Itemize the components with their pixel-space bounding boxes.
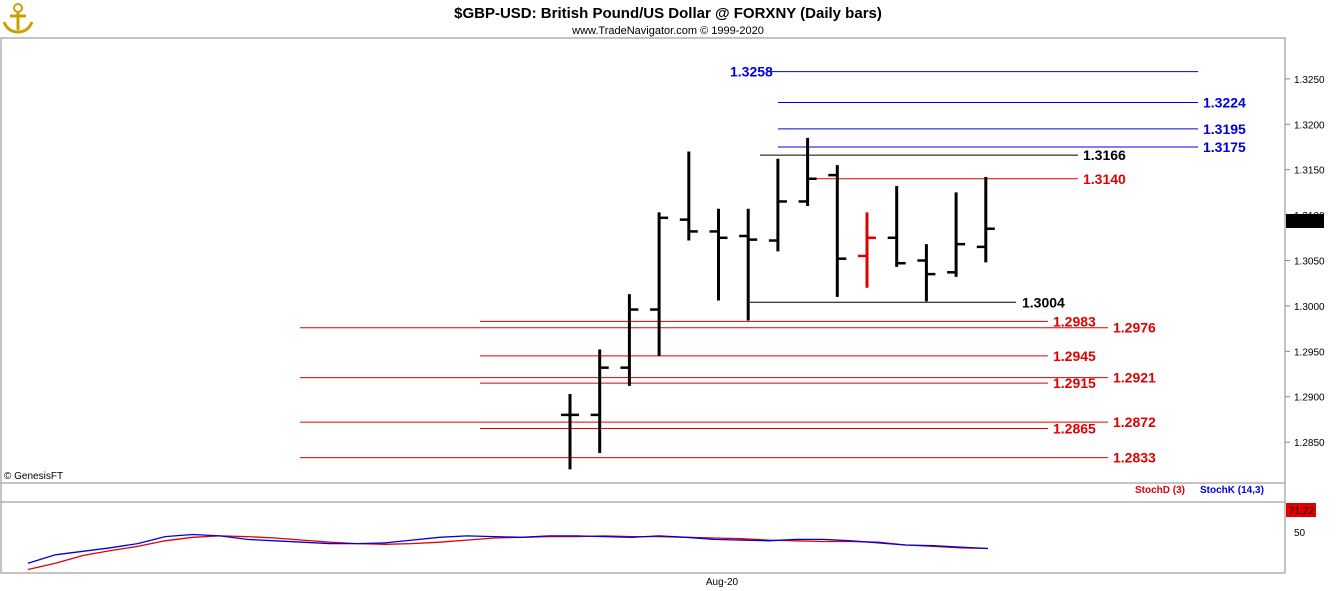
- ohlc-bar: [798, 137, 817, 207]
- ohlc-bar: [709, 208, 728, 301]
- y-tick-label: 1.3150: [1294, 166, 1325, 177]
- stoch-series-line: [27, 535, 989, 571]
- last-price-value: 1.3085: [1290, 217, 1321, 228]
- y-tick-label: 1.3250: [1294, 75, 1325, 86]
- ohlc-bar: [679, 151, 698, 241]
- y-tick-label: 1.3050: [1294, 257, 1325, 268]
- chart-title: $GBP-USD: British Pound/US Dollar @ FORX…: [454, 5, 882, 22]
- stoch-last-marker: [1286, 503, 1316, 517]
- ohlc-bar: [739, 208, 758, 321]
- level-label: 1.2921: [1113, 370, 1156, 386]
- ohlc-bar: [858, 212, 876, 288]
- level-label: 1.2983: [1053, 313, 1096, 329]
- level-label: 1.2833: [1113, 450, 1156, 466]
- ohlc-bar: [768, 158, 787, 252]
- level-label: 1.2872: [1113, 414, 1156, 430]
- ohlc-bar: [887, 186, 906, 267]
- level-lines: 1.3258 1.3224 1.3195 1.3175 1.3166 1.3140 1.30…: [300, 64, 1246, 466]
- legend-stochk: StochK (14,3): [1200, 485, 1264, 496]
- ohlc-bar: [917, 244, 936, 302]
- price-panel: 1.3258 1.3224 1.3195 1.3175 1.3166 1.3140 1.30…: [0, 37, 1286, 484]
- level-label: 1.3166: [1083, 147, 1126, 163]
- level-label: 1.3140: [1083, 171, 1126, 187]
- last-price-marker: [1286, 214, 1324, 228]
- chart-subtitle: www.TradeNavigator.com © 1999-2020: [571, 25, 764, 37]
- ohlc-bar: [650, 212, 669, 356]
- ohlc-bar: [947, 192, 966, 277]
- y-tick-label: 1.3000: [1294, 302, 1325, 313]
- price-axis: 1.28501.29001.29501.30001.30501.31001.31…: [1284, 38, 1325, 483]
- copyright-label: © GenesisFT: [4, 471, 63, 482]
- ohlc-bar: [976, 176, 995, 263]
- logo: [2, 3, 34, 34]
- y-tick-label: 1.2850: [1294, 438, 1325, 449]
- level-label: 1.2976: [1113, 320, 1156, 336]
- x-axis-label: Aug-20: [706, 577, 739, 588]
- stoch-last-value: 71.22: [1289, 506, 1314, 517]
- level-label: 1.2865: [1053, 421, 1096, 437]
- stoch-series-line: [27, 533, 989, 564]
- level-label: 1.3195: [1203, 121, 1246, 137]
- price-bars: [561, 137, 995, 470]
- stochastic-axis: 71.22 50: [1284, 483, 1316, 573]
- y-tick-label: 1.2900: [1294, 393, 1325, 404]
- y-tick-label: 1.2950: [1294, 347, 1325, 358]
- anchor-icon: [2, 3, 34, 34]
- stochastic-lines: [27, 533, 989, 571]
- ohlc-bar: [561, 394, 579, 470]
- level-label: 1.2915: [1053, 375, 1096, 391]
- level-label: 1.3004: [1022, 294, 1065, 310]
- ohlc-bar: [590, 349, 609, 454]
- level-label: 1.2945: [1053, 348, 1096, 364]
- legend-stochd: StochD (3): [1135, 485, 1185, 496]
- level-label: 1.3258: [730, 64, 773, 80]
- y-tick-label: 1.3200: [1294, 120, 1325, 131]
- level-label: 1.3175: [1203, 139, 1246, 155]
- ohlc-bar: [828, 165, 847, 297]
- stochastic-panel: StochD (3) StochK (14,3): [0, 482, 1286, 574]
- level-label: 1.3224: [1203, 94, 1246, 110]
- ohlc-bar: [620, 294, 639, 386]
- stoch-tick-label: 50: [1294, 528, 1306, 539]
